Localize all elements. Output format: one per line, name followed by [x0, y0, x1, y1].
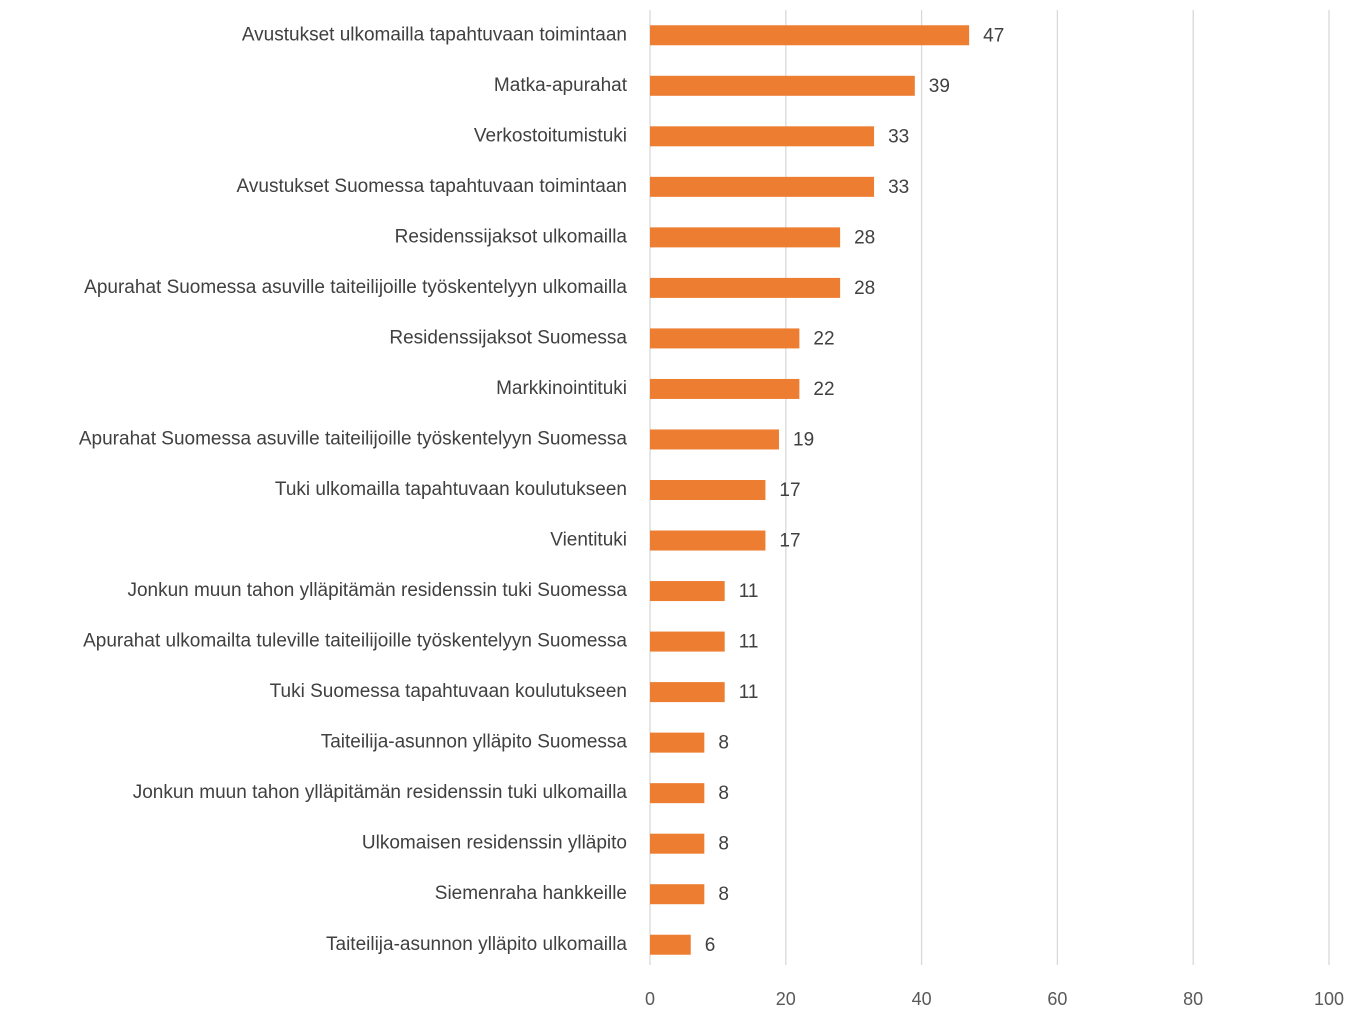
y-tick-label: Residenssijaksot ulkomailla — [395, 226, 628, 247]
data-label: 17 — [779, 531, 800, 552]
y-tick-label: Avustukset Suomessa tapahtuvaan toiminta… — [237, 176, 627, 197]
data-label: 17 — [779, 480, 800, 501]
bar — [650, 732, 705, 753]
y-tick-label: Tuki Suomessa tapahtuvaan koulutukseen — [270, 681, 627, 702]
bar — [650, 530, 766, 551]
bar — [650, 378, 800, 399]
x-tick-label: 40 — [912, 989, 932, 1009]
data-label: 11 — [739, 682, 759, 703]
y-tick-label: Apurahat Suomessa asuville taiteilijoill… — [79, 428, 628, 449]
data-label: 28 — [854, 227, 875, 248]
data-label: 19 — [793, 429, 814, 450]
bar — [650, 429, 780, 450]
data-label: 22 — [813, 379, 834, 400]
data-label: 8 — [718, 783, 729, 804]
bar — [650, 682, 725, 703]
data-label: 28 — [854, 278, 875, 299]
data-label: 33 — [888, 126, 909, 147]
data-label: 8 — [718, 884, 729, 905]
y-tick-label: Tuki ulkomailla tapahtuvaan koulutukseen — [275, 479, 627, 500]
data-label: 11 — [739, 581, 759, 602]
bar — [650, 934, 691, 955]
data-label: 11 — [739, 632, 759, 653]
data-label: 8 — [718, 733, 729, 754]
y-tick-label: Verkostoitumistuki — [474, 125, 627, 146]
bar — [650, 581, 725, 602]
y-tick-label: Residenssijaksot Suomessa — [389, 327, 627, 348]
bar — [650, 25, 970, 46]
data-label: 47 — [983, 25, 1004, 46]
bar — [650, 277, 841, 298]
bar — [650, 126, 875, 147]
y-tick-label: Matka-apurahat — [494, 75, 628, 96]
bar — [650, 884, 705, 905]
data-label: 8 — [718, 834, 729, 855]
bar — [650, 227, 841, 248]
x-tick-label: 80 — [1183, 989, 1203, 1009]
data-label: 22 — [813, 328, 834, 349]
y-tick-label: Taiteilija-asunnon ylläpito ulkomailla — [326, 934, 627, 955]
y-tick-label: Ulkomaisen residenssin ylläpito — [362, 833, 627, 854]
bar — [650, 833, 705, 854]
x-tick-label: 100 — [1314, 989, 1344, 1009]
y-tick-label: Taiteilija-asunnon ylläpito Suomessa — [321, 732, 628, 753]
bar — [650, 783, 705, 804]
data-label: 33 — [888, 177, 909, 198]
bar — [650, 631, 725, 652]
y-tick-label: Jonkun muun tahon ylläpitämän residenssi… — [127, 580, 627, 601]
data-label: 39 — [929, 76, 950, 97]
bar — [650, 75, 915, 96]
x-tick-label: 20 — [776, 989, 796, 1009]
data-label: 6 — [705, 935, 716, 956]
bar — [650, 480, 766, 500]
bar — [650, 328, 800, 349]
y-tick-label: Vientituki — [550, 530, 627, 551]
y-tick-label: Avustukset ulkomailla tapahtuvaan toimin… — [242, 24, 627, 45]
x-tick-label: 0 — [645, 989, 655, 1009]
y-tick-label: Siemenraha hankkeille — [435, 883, 627, 904]
y-tick-label: Markkinointituki — [496, 378, 627, 399]
x-tick-label: 60 — [1047, 989, 1067, 1009]
y-tick-label: Jonkun muun tahon ylläpitämän residenssi… — [133, 782, 628, 803]
y-tick-label: Apurahat ulkomailta tuleville taiteilijo… — [83, 631, 627, 652]
bar — [650, 176, 875, 197]
y-tick-label: Apurahat Suomessa asuville taiteilijoill… — [84, 277, 627, 298]
